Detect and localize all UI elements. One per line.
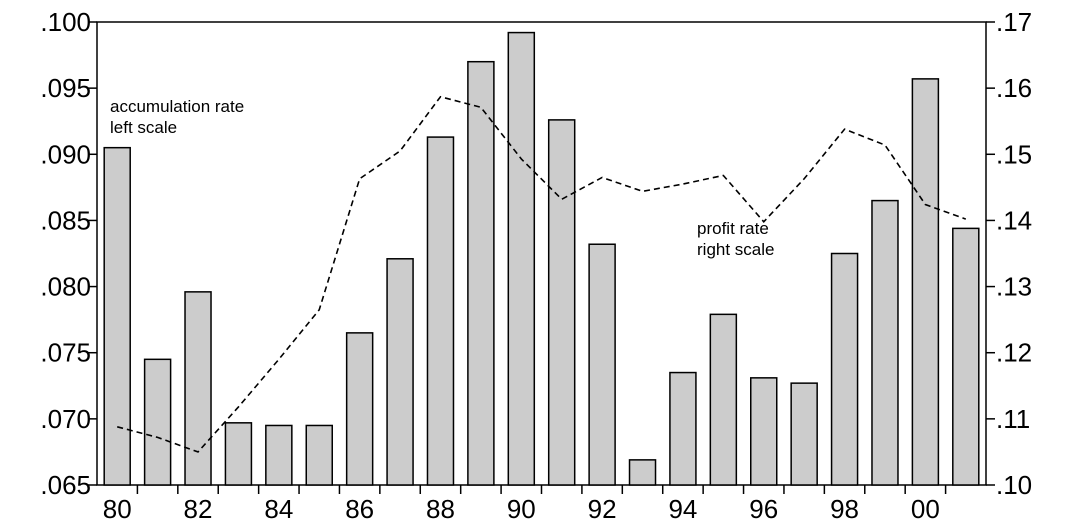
bar-94 bbox=[669, 371, 697, 486]
x-tick-label: 80 bbox=[103, 494, 132, 524]
bars-layer bbox=[103, 31, 980, 486]
bar-86 bbox=[345, 332, 374, 486]
y-right-tick-label: .17 bbox=[996, 7, 1032, 37]
y-left-tick-label: .090 bbox=[40, 139, 91, 169]
x-tick-label: 82 bbox=[184, 494, 213, 524]
y-right-tick-label: .12 bbox=[996, 338, 1032, 368]
y-left-tick-label: .075 bbox=[40, 338, 91, 368]
x-tick-label: 88 bbox=[426, 494, 455, 524]
x-axis: 80 82 84 86 88 90 92 94 96 98 00 bbox=[103, 485, 947, 524]
profit-rate-line bbox=[116, 95, 967, 453]
y-axis-right: .10 .11 .12 .13 .14 .15 .16 .17 bbox=[986, 7, 1032, 500]
x-tick-label: 84 bbox=[264, 494, 293, 524]
x-tick-label: 00 bbox=[911, 494, 940, 524]
y-right-tick-label: .15 bbox=[996, 139, 1032, 169]
annotation-accumulation-line-1: accumulation rate bbox=[110, 97, 244, 116]
bar-92 bbox=[588, 243, 616, 486]
bar-83 bbox=[224, 422, 253, 486]
bar-87 bbox=[386, 258, 414, 486]
y-left-tick-label: .065 bbox=[40, 470, 91, 500]
bar-95 bbox=[709, 313, 738, 486]
bar-88 bbox=[426, 136, 455, 486]
bar-81 bbox=[143, 358, 172, 486]
bar-93 bbox=[628, 459, 657, 486]
bar-96 bbox=[750, 377, 778, 486]
y-left-tick-label: .085 bbox=[40, 205, 91, 235]
y-right-tick-label: .10 bbox=[996, 470, 1032, 500]
bar-80 bbox=[103, 146, 131, 486]
annotation-profit-line-2: right scale bbox=[697, 240, 774, 259]
y-right-tick-label: .11 bbox=[996, 404, 1030, 434]
annotation-accumulation-line-2: left scale bbox=[110, 118, 177, 137]
y-right-tick-label: .13 bbox=[996, 272, 1032, 302]
annotation-profit-line-1: profit rate bbox=[697, 219, 769, 238]
bar-82 bbox=[184, 291, 212, 486]
line-layer bbox=[116, 95, 967, 453]
y-left-tick-label: .070 bbox=[40, 404, 91, 434]
bar-97 bbox=[790, 382, 818, 486]
y-left-tick-label: .095 bbox=[40, 73, 91, 103]
x-tick-label: 92 bbox=[588, 494, 617, 524]
bar-98 bbox=[830, 252, 859, 486]
y-left-tick-label: .080 bbox=[40, 272, 91, 302]
bar-89 bbox=[467, 60, 495, 486]
bar-85 bbox=[305, 424, 333, 486]
bar-99 bbox=[871, 199, 899, 486]
bar-01 bbox=[952, 227, 980, 486]
x-tick-label: 98 bbox=[830, 494, 859, 524]
y-axis-left: .065 .070 .075 .080 .085 .090 .095 .100 bbox=[40, 7, 97, 500]
x-tick-label: 86 bbox=[345, 494, 374, 524]
y-right-tick-label: .16 bbox=[996, 73, 1032, 103]
bar-90 bbox=[507, 31, 536, 486]
x-tick-label: 94 bbox=[668, 494, 697, 524]
x-tick-label: 90 bbox=[507, 494, 536, 524]
bar-00 bbox=[911, 78, 940, 486]
x-tick-label: 96 bbox=[749, 494, 778, 524]
y-left-tick-label: .100 bbox=[40, 7, 91, 37]
bar-91 bbox=[547, 119, 576, 486]
y-right-tick-label: .14 bbox=[996, 205, 1032, 235]
bar-84 bbox=[265, 424, 293, 486]
